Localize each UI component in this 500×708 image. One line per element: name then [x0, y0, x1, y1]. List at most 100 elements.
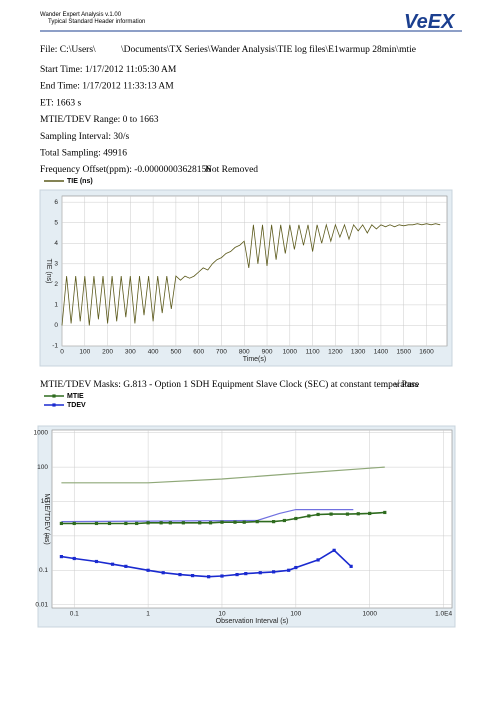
y-tick-label: 1 — [44, 533, 48, 540]
marker — [94, 521, 99, 526]
marker — [168, 521, 172, 525]
app-name: Wander Expert Analysis v.1.00 — [40, 12, 122, 18]
marker — [233, 520, 237, 524]
marker — [59, 554, 63, 559]
marker — [107, 521, 112, 526]
mask-line — [61, 466, 385, 484]
marker — [59, 521, 63, 526]
file-path: File: C:\Users\ — [40, 45, 96, 55]
marker — [316, 558, 320, 562]
y-tick-label: 100 — [37, 464, 48, 471]
y-tick-label: 1 — [54, 302, 58, 309]
file-path-rest: \Documents\TX Series\Wander Analysis\TIE… — [121, 44, 416, 55]
x-tick-label: 700 — [216, 349, 227, 356]
marker — [146, 521, 150, 525]
marker — [356, 512, 360, 516]
info-line: MTIE/TDEV Range: 0 to 1663 — [40, 115, 159, 125]
marker — [349, 564, 353, 568]
x-tick-label: 300 — [125, 349, 136, 356]
marker — [272, 570, 276, 574]
marker — [110, 562, 115, 566]
y-tick-label: 10 — [41, 498, 49, 505]
x-tick-label: 800 — [239, 349, 250, 356]
marker — [159, 521, 163, 525]
x-tick-label: 100 — [290, 611, 301, 618]
legend-marker — [52, 403, 56, 407]
marker — [282, 518, 287, 523]
x-tick-label: 600 — [193, 349, 204, 356]
y-tick-label: 3 — [54, 261, 58, 268]
x-tick-label: 10 — [218, 611, 226, 618]
x-tick-label: 1500 — [396, 349, 411, 356]
info-lines: Start Time: 1/17/2012 11:05:30 AM End Tim… — [40, 65, 177, 159]
y-tick-label: -1 — [52, 343, 58, 350]
marker — [287, 568, 291, 572]
marker — [307, 514, 311, 518]
y-axis-label: TIE (ns) — [45, 259, 52, 284]
x-tick-label: 0.1 — [70, 611, 79, 618]
marker — [220, 520, 224, 524]
info-line: ET: 1663 s — [40, 98, 82, 108]
y-tick-label: 0.1 — [39, 567, 48, 574]
x-tick-label: 500 — [170, 349, 181, 356]
y-axis-label: MTIE/TDEV (ns) — [43, 493, 50, 544]
y-tick-label: 2 — [54, 281, 58, 288]
masks-result: √ Pass — [394, 379, 419, 390]
mask-line — [61, 509, 354, 523]
x-tick-label: 400 — [148, 349, 159, 356]
x-tick-label: 1200 — [328, 349, 343, 356]
marker — [316, 512, 320, 517]
x-tick-label: 1 — [146, 611, 150, 618]
marker — [242, 520, 246, 524]
marker — [329, 512, 333, 516]
legend-label: TIE (ns) — [67, 178, 93, 185]
x-tick-label: 1400 — [374, 349, 389, 356]
series-line — [61, 223, 441, 326]
y-tick-label: 1000 — [34, 429, 49, 436]
info-line: End Time: 1/17/2012 11:33:13 AM — [40, 82, 174, 92]
x-tick-label: 1600 — [419, 349, 434, 356]
marker — [345, 512, 350, 516]
marker — [208, 521, 213, 525]
legend-marker — [52, 394, 56, 398]
frequency-status: Not Removed — [205, 165, 258, 175]
marker — [294, 565, 298, 570]
plot-area — [61, 195, 448, 347]
x-tick-label: 1.0E4 — [435, 611, 452, 618]
marker — [272, 520, 276, 524]
marker — [94, 559, 99, 564]
marker — [294, 516, 298, 521]
marker — [124, 521, 128, 526]
x-tick-label: 200 — [102, 349, 113, 356]
series-line — [61, 511, 385, 525]
marker — [258, 571, 262, 575]
x-tick-label: 0 — [60, 349, 64, 356]
marker — [368, 511, 372, 516]
legend-label: MTIE — [67, 393, 84, 400]
marker — [135, 521, 139, 526]
y-tick-label: 5 — [54, 219, 58, 226]
x-axis-label: Time(s) — [243, 356, 266, 363]
logo: VeEX — [404, 11, 456, 33]
legend-label: TDEV — [67, 402, 86, 409]
marker — [207, 575, 211, 579]
marker — [146, 568, 150, 572]
marker — [72, 556, 76, 561]
frequency-offset: Frequency Offset(ppm): -0.00000003628156 — [40, 164, 211, 175]
marker — [244, 572, 248, 576]
x-tick-label: 900 — [262, 349, 273, 356]
marker — [161, 571, 165, 575]
marker — [190, 574, 195, 578]
info-line: Sampling Interval: 30/s — [40, 132, 129, 142]
masks-text: MTIE/TDEV Masks: G.813 - Option 1 SDH Eq… — [40, 379, 419, 390]
marker — [124, 564, 128, 568]
marker — [332, 548, 336, 552]
marker — [235, 572, 239, 577]
marker — [72, 521, 76, 526]
x-tick-label: 1300 — [351, 349, 366, 356]
x-tick-label: 1000 — [283, 349, 298, 356]
marker — [181, 521, 185, 525]
marker — [178, 572, 182, 577]
x-tick-label: 1000 — [362, 611, 377, 618]
